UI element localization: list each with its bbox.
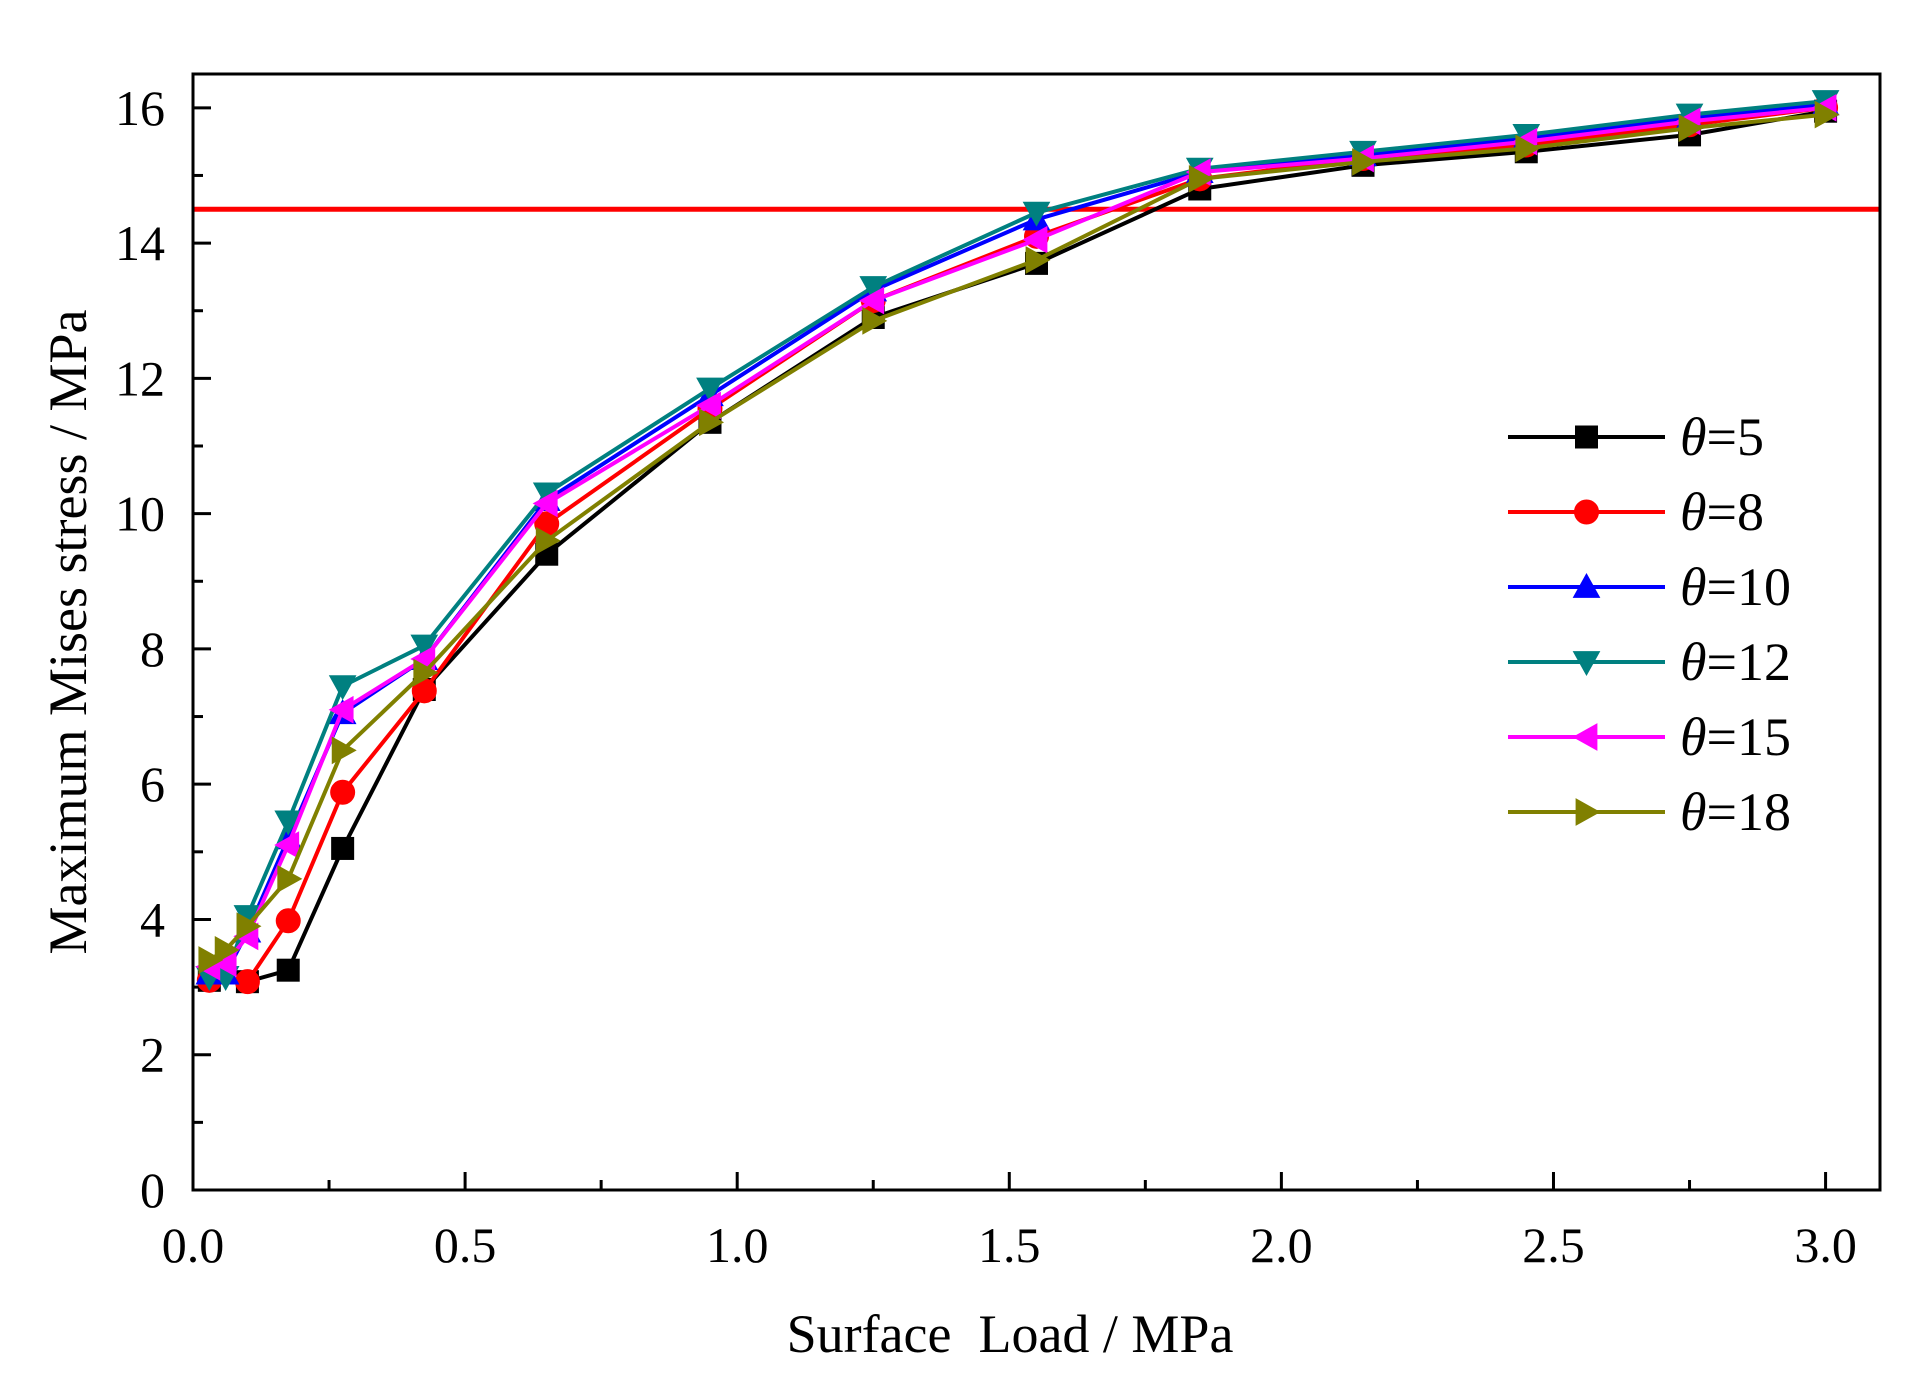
x-tick-label: 2.5	[1522, 1217, 1585, 1273]
legend-marker	[1572, 572, 1601, 598]
y-axis-title: Maximum Mises stress / MPa	[38, 309, 98, 954]
legend-label: θ=15	[1680, 707, 1791, 767]
data-point	[859, 286, 885, 315]
legend-marker	[1575, 798, 1601, 826]
x-tick-label: 0.5	[434, 1217, 497, 1273]
y-tick-label: 16	[115, 80, 165, 136]
data-point	[1022, 201, 1051, 227]
data-point	[1515, 134, 1541, 163]
legend-marker	[1572, 651, 1601, 677]
legend-theta-value: =18	[1707, 782, 1791, 842]
x-tick-label: 3.0	[1794, 1217, 1857, 1273]
data-point	[330, 779, 356, 805]
legend-item: θ=12	[1508, 632, 1791, 692]
legend-theta-value: =15	[1707, 707, 1791, 767]
legend-theta-symbol: θ	[1680, 707, 1707, 767]
data-point	[696, 377, 724, 403]
series-5	[198, 100, 1840, 974]
data-point	[859, 276, 888, 302]
legend-label: θ=18	[1680, 782, 1791, 842]
y-tick-label: 4	[140, 891, 165, 947]
legend-theta-symbol: θ	[1680, 632, 1707, 692]
data-point	[1188, 164, 1214, 193]
y-tick-label: 2	[140, 1027, 165, 1083]
data-point	[275, 908, 301, 934]
data-point	[328, 695, 354, 724]
y-tick-label: 12	[115, 350, 165, 406]
x-tick-label: 0.0	[162, 1217, 225, 1273]
legend: θ=5θ=8θ=10θ=12θ=15θ=18	[1508, 407, 1791, 842]
data-point	[331, 736, 357, 765]
legend-label: θ=8	[1680, 482, 1764, 542]
data-point	[413, 658, 439, 687]
legend-label: θ=5	[1680, 407, 1764, 467]
plot-frame	[191, 72, 1882, 1192]
legend-theta-value: =10	[1707, 557, 1791, 617]
legend-item: θ=10	[1508, 557, 1791, 617]
axis-labels: 0.0 0.5 1.0 1.5 2.0 2.5 3.0 0 2 4 6 8 10 12 14 16	[115, 80, 1857, 1273]
data-point	[274, 810, 303, 836]
legend-item: θ=18	[1508, 782, 1791, 842]
data-point	[236, 912, 262, 941]
legend-label: θ=12	[1680, 632, 1791, 692]
data-point	[862, 307, 888, 335]
data-point	[331, 836, 355, 860]
data-point	[410, 634, 439, 660]
data-point	[1025, 246, 1051, 274]
data-point	[1814, 100, 1840, 129]
data-point	[214, 936, 240, 964]
legend-theta-value: =8	[1707, 482, 1764, 542]
y-tick-label: 14	[115, 215, 165, 271]
legend-item: θ=5	[1508, 407, 1764, 467]
data-point	[695, 391, 721, 420]
legend-theta-value: =12	[1707, 632, 1791, 692]
data-point	[1678, 114, 1704, 142]
legend-theta-symbol: θ	[1680, 482, 1707, 542]
series-group	[195, 90, 1840, 995]
data-point	[1022, 225, 1048, 254]
data-point	[276, 958, 300, 982]
data-point	[198, 946, 224, 974]
legend-item: θ=15	[1508, 707, 1791, 767]
data-point	[328, 675, 357, 701]
legend-theta-symbol: θ	[1680, 407, 1707, 467]
data-point	[274, 831, 300, 859]
data-point	[532, 489, 558, 518]
x-tick-label: 1.0	[706, 1217, 769, 1273]
x-axis-title: Surface Load / MPa	[787, 1304, 1234, 1364]
data-point	[535, 526, 561, 555]
x-tick-label: 1.5	[978, 1217, 1041, 1273]
data-point	[234, 969, 260, 995]
legend-theta-symbol: θ	[1680, 782, 1707, 842]
data-point	[1352, 148, 1378, 176]
x-tick-label: 2.0	[1250, 1217, 1313, 1273]
legend-marker	[1574, 499, 1599, 525]
legend-marker	[1572, 723, 1598, 751]
y-tick-label: 0	[140, 1162, 165, 1218]
legend-label: θ=10	[1680, 557, 1791, 617]
y-tick-label: 8	[140, 621, 165, 677]
legend-theta-value: =5	[1707, 407, 1764, 467]
legend-theta-symbol: θ	[1680, 557, 1707, 617]
legend-item: θ=8	[1508, 482, 1764, 542]
legend-marker	[1575, 425, 1598, 449]
data-point	[699, 408, 725, 437]
y-tick-label: 6	[140, 756, 165, 812]
y-tick-label: 10	[115, 486, 165, 542]
data-point	[277, 865, 303, 893]
